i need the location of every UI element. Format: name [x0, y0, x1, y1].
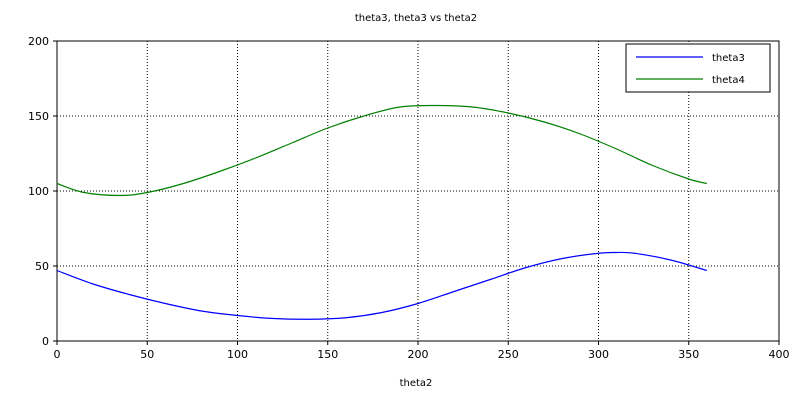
- y-tick-label: 50: [35, 260, 49, 273]
- y-tick-label: 0: [42, 335, 49, 348]
- y-tick-label: 150: [28, 110, 49, 123]
- x-tick-label: 200: [408, 348, 429, 361]
- x-tick-label: 100: [227, 348, 248, 361]
- x-tick-label: 250: [498, 348, 519, 361]
- x-axis-label: theta2: [400, 378, 433, 389]
- y-tick-label: 100: [28, 185, 49, 198]
- chart-title: theta3, theta3 vs theta2: [355, 13, 477, 24]
- legend-box: [625, 43, 771, 93]
- x-tick-label: 0: [54, 348, 61, 361]
- x-tick-label: 50: [140, 348, 154, 361]
- legend: theta3 theta4: [625, 43, 771, 93]
- x-tick-label: 300: [588, 348, 609, 361]
- x-tick-label: 150: [317, 348, 338, 361]
- grid: [57, 41, 779, 341]
- legend-label-theta3: theta3: [712, 53, 745, 64]
- series-lines: [56, 104, 707, 320]
- series-line-theta3: [56, 251, 707, 320]
- x-tick-label: 350: [678, 348, 699, 361]
- series-line-theta4: [56, 104, 707, 197]
- tick-labels: 0 50 100 150 200 250 300 350 400 0 50 100 150 200: [28, 35, 790, 361]
- y-tick-label: 200: [28, 35, 49, 48]
- x-tick-label: 400: [769, 348, 790, 361]
- legend-label-theta4: theta4: [712, 75, 745, 86]
